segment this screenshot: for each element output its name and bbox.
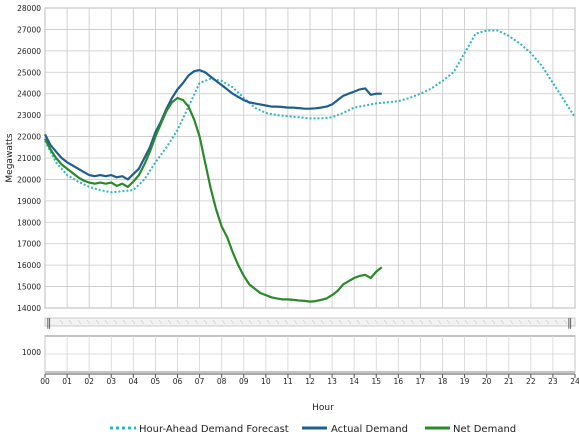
x-tick-label: 11 bbox=[283, 377, 293, 386]
x-tick-label: 12 bbox=[305, 377, 315, 386]
x-tick-label: 14 bbox=[349, 377, 359, 386]
y-tick-label: 28000 bbox=[17, 4, 41, 13]
x-tick-label: 22 bbox=[526, 377, 536, 386]
y-tick-label: 18000 bbox=[17, 218, 41, 227]
x-tick-label: 18 bbox=[438, 377, 448, 386]
y-tick-labels: 14000 15000 16000 17000 18000 19000 20000 21000… bbox=[17, 4, 41, 313]
y-tick-label: 19000 bbox=[17, 197, 41, 206]
svg-text:‖: ‖ bbox=[567, 316, 573, 329]
x-tick-label: 13 bbox=[327, 377, 337, 386]
y-tick-label: 15000 bbox=[17, 283, 41, 292]
y-axis-label: Megawatts bbox=[5, 133, 15, 182]
y-tick-label: 27000 bbox=[17, 25, 41, 34]
x-tick-label: 23 bbox=[548, 377, 558, 386]
x-tick-label: 20 bbox=[482, 377, 492, 386]
x-tick-label: 01 bbox=[62, 377, 72, 386]
x-tick-label: 10 bbox=[261, 377, 271, 386]
x-tick-label: 04 bbox=[129, 377, 139, 386]
y-tick-label: 26000 bbox=[17, 47, 41, 56]
y-tick-label: 23000 bbox=[17, 111, 41, 120]
y-tick-label: 21000 bbox=[17, 154, 41, 163]
y-tick-label: 22000 bbox=[17, 133, 41, 142]
x-tick-label: 03 bbox=[106, 377, 116, 386]
y-tick-label: 17000 bbox=[17, 240, 41, 249]
x-tick-label: 07 bbox=[195, 377, 205, 386]
x-tick-label: 19 bbox=[460, 377, 470, 386]
x-tick-label: 02 bbox=[84, 377, 94, 386]
x-tick-label: 16 bbox=[394, 377, 404, 386]
x-tick-label: 21 bbox=[504, 377, 514, 386]
svg-text:‖: ‖ bbox=[46, 316, 52, 329]
legend-label-net: Net Demand bbox=[453, 424, 516, 435]
y-tick-label: 20000 bbox=[17, 175, 41, 184]
series-layer bbox=[44, 29, 576, 303]
series-line-actual bbox=[44, 68, 382, 181]
main-grid bbox=[44, 7, 576, 309]
legend-item-forecast[interactable]: Hour-Ahead Demand Forecast bbox=[110, 424, 289, 435]
y-tick-label: 24000 bbox=[17, 90, 41, 99]
legend-label-forecast: Hour-Ahead Demand Forecast bbox=[139, 424, 289, 435]
legend-label-actual: Actual Demand bbox=[331, 424, 408, 435]
x-tick-label: 08 bbox=[217, 377, 227, 386]
lower-y-tick-label: 1000 bbox=[22, 348, 41, 357]
legend-item-net[interactable]: Net Demand bbox=[425, 424, 516, 435]
x-tick-label: 15 bbox=[371, 377, 381, 386]
x-tick-label: 06 bbox=[173, 377, 183, 386]
axis-break: ‖ ‖ bbox=[44, 316, 576, 329]
y-tick-label: 25000 bbox=[17, 68, 41, 77]
x-tick-label: 17 bbox=[416, 377, 426, 386]
x-tick-label: 05 bbox=[151, 377, 161, 386]
x-tick-label: 09 bbox=[239, 377, 249, 386]
series-line-forecast bbox=[44, 29, 576, 194]
x-tick-label: 24 bbox=[570, 377, 579, 386]
lower-grid bbox=[44, 336, 576, 372]
y-tick-label: 14000 bbox=[17, 304, 41, 313]
x-tick-labels: 00 01 02 03 04 05 06 07 08 09 10 11 12 13 14 15 16 17 18 19… bbox=[40, 374, 579, 386]
x-axis-label: Hour bbox=[312, 403, 334, 413]
x-tick-label: 00 bbox=[40, 377, 50, 386]
legend: Hour-Ahead Demand Forecast Actual Demand… bbox=[110, 424, 516, 435]
series-line-net bbox=[44, 96, 383, 303]
y-tick-label: 16000 bbox=[17, 261, 41, 270]
legend-item-actual[interactable]: Actual Demand bbox=[302, 424, 408, 435]
